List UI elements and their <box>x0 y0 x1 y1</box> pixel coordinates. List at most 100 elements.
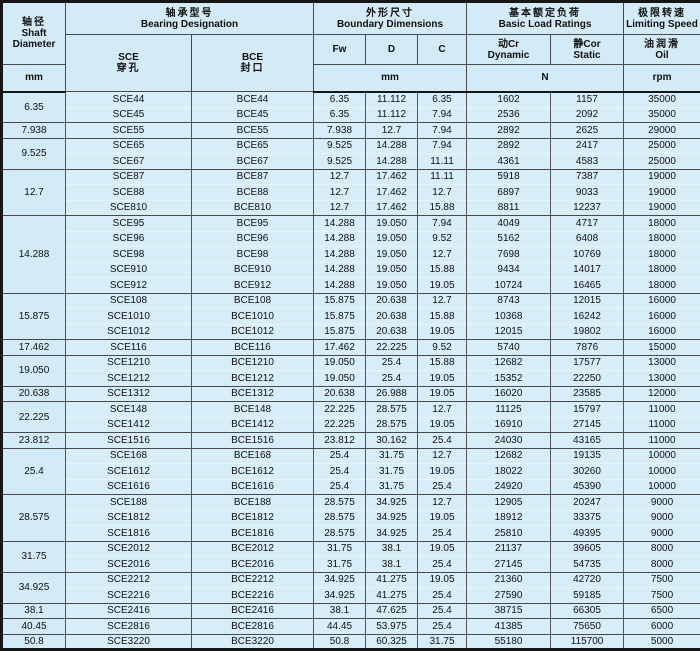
sce-cell: SCE1312 <box>65 385 192 402</box>
limiting-speed-label-zh: 极限转速 <box>638 7 687 19</box>
speed-cell: 11000 <box>623 416 700 433</box>
speed-cell: 18000 <box>623 230 700 247</box>
speed-cell: 16000 <box>623 292 700 309</box>
sce-cell: SCE1816 <box>65 525 192 541</box>
static-load-cell: 66305 <box>550 602 625 619</box>
table-row: 25.4 SCE168 BCE168 25.4 31.75 12.7 12682 19135 1… <box>1 447 700 495</box>
table-row: SCE1212 BCE1212 19.050 25.4 19.05 15352 22250 1… <box>2 370 700 386</box>
dynamic-load-cell: 18022 <box>466 463 552 479</box>
sce-cell: SCE2416 <box>65 602 192 619</box>
c-cell: 12.7 <box>416 401 468 417</box>
fw-cell: 14.288 <box>313 246 366 262</box>
table-row: 15.875 SCE108 BCE108 15.875 20.638 12.7 8743 12… <box>1 292 700 340</box>
header-bearing-designation: 轴承型号 Bearing Designation <box>65 1 314 35</box>
bce-cell: BCE95 <box>191 215 314 231</box>
speed-cell: 19000 <box>623 184 700 200</box>
table-row: 50.8 SCE3220 BCE3220 50.8 60.325 31.75 55180 11… <box>1 633 700 650</box>
speed-cell: 13000 <box>623 370 700 386</box>
bce-cell: BCE108 <box>191 292 314 309</box>
table-row: 9.525 SCE65 BCE65 9.525 14.288 7.94 2892 2417 25… <box>1 137 700 169</box>
dynamic-load-cell: 1602 <box>466 91 552 107</box>
fw-cell: 12.7 <box>313 184 366 200</box>
dynamic-load-cell: 12682 <box>466 354 552 371</box>
c-cell: 7.94 <box>416 215 468 231</box>
d-cell: 34.925 <box>365 494 418 510</box>
c-cell: 11.11 <box>416 168 468 185</box>
static-load-cell: 16465 <box>550 277 625 293</box>
bce-cell: BCE1816 <box>191 525 314 541</box>
c-cell: 19.05 <box>416 571 468 588</box>
header-c-column: C <box>416 34 468 65</box>
fw-cell: 6.35 <box>313 91 366 107</box>
speed-cell: 19000 <box>623 199 700 216</box>
bce-cell: BCE3220 <box>191 633 314 650</box>
dynamic-label-zh: 动Cr <box>497 38 520 50</box>
d-cell: 19.050 <box>365 230 418 247</box>
sce-cell: SCE910 <box>65 261 192 278</box>
c-cell: 19.05 <box>416 540 468 557</box>
bce-cell: BCE810 <box>191 199 314 216</box>
table-body: 6.35 SCE44 BCE44 6.35 11.112 6.35 1602 1157 3500… <box>1 91 700 650</box>
table-row: 6.35 SCE44 BCE44 6.35 11.112 6.35 1602 1157 3500… <box>1 91 700 123</box>
sce-cell: SCE95 <box>65 215 192 231</box>
c-cell: 12.7 <box>416 494 468 510</box>
sce-cell: SCE148 <box>65 401 192 417</box>
sce-cell: SCE88 <box>65 184 192 200</box>
table-row: SCE910 BCE910 14.288 19.050 15.88 9434 14017 18… <box>2 261 700 278</box>
bce-cell: BCE912 <box>191 277 314 293</box>
bce-cell: BCE1212 <box>191 370 314 386</box>
shaft-diameter-cell: 17.462 <box>1 339 66 355</box>
static-load-cell: 20247 <box>550 494 625 510</box>
fw-cell: 22.225 <box>313 401 366 417</box>
header-limiting-speed: 极限转速 Limiting Speed <box>623 1 700 35</box>
bce-cell: BCE87 <box>191 168 314 185</box>
static-load-cell: 16242 <box>550 308 625 324</box>
sce-cell: SCE44 <box>65 91 192 107</box>
speed-cell: 10000 <box>623 447 700 464</box>
table-row: 19.050 SCE1210 BCE1210 19.050 25.4 15.88 12682… <box>1 354 700 386</box>
dynamic-load-cell: 41385 <box>466 618 552 634</box>
static-load-cell: 14017 <box>550 261 625 278</box>
oil-label-en: Oil <box>655 49 669 61</box>
bce-cell: BCE116 <box>191 339 314 355</box>
c-cell: 19.05 <box>416 370 468 386</box>
bce-cell: BCE148 <box>191 401 314 417</box>
table-row: 14.288 SCE95 BCE95 14.288 19.050 7.94 4049 4717… <box>1 215 700 293</box>
dynamic-label-en: Dynamic <box>487 49 530 61</box>
c-cell: 15.88 <box>416 308 468 324</box>
speed-cell: 11000 <box>623 401 700 417</box>
d-cell: 28.575 <box>365 401 418 417</box>
static-load-cell: 10769 <box>550 246 625 262</box>
sce-cell: SCE1812 <box>65 509 192 526</box>
bce-cell: BCE1012 <box>191 323 314 340</box>
dynamic-load-cell: 10368 <box>466 308 552 324</box>
table-row: 40.45 SCE2816 BCE2816 44.45 53.975 25.4 41385 7… <box>1 618 700 634</box>
sce-type-label: 穿孔 <box>116 63 141 74</box>
static-load-cell: 49395 <box>550 525 625 541</box>
c-cell: 15.88 <box>416 354 468 371</box>
static-load-cell: 2417 <box>550 137 625 154</box>
shaft-diameter-cell: 20.638 <box>1 385 66 402</box>
dynamic-load-cell: 8743 <box>466 292 552 309</box>
d-cell: 20.638 <box>365 323 418 340</box>
table-row: 34.925 SCE2212 BCE2212 34.925 41.275 19.05 213… <box>1 571 700 603</box>
dynamic-load-cell: 38715 <box>466 602 552 619</box>
d-cell: 17.462 <box>365 168 418 185</box>
fw-cell: 12.7 <box>313 199 366 216</box>
bce-cell: BCE67 <box>191 153 314 169</box>
static-load-cell: 45390 <box>550 478 625 495</box>
fw-cell: 28.575 <box>313 509 366 526</box>
dynamic-load-cell: 16020 <box>466 385 552 402</box>
speed-cell: 25000 <box>623 137 700 154</box>
c-cell: 12.7 <box>416 246 468 262</box>
c-cell: 25.4 <box>416 478 468 495</box>
table-row: 23.812 SCE1516 BCE1516 23.812 30.162 25.4 2403… <box>1 432 700 448</box>
static-load-cell: 1157 <box>550 91 625 107</box>
static-load-cell: 4583 <box>550 153 625 169</box>
d-cell: 17.462 <box>365 199 418 216</box>
d-cell: 12.7 <box>365 122 418 138</box>
shaft-diameter-cell: 19.050 <box>1 354 66 386</box>
c-cell: 25.4 <box>416 556 468 572</box>
fw-cell: 38.1 <box>313 602 366 619</box>
dynamic-load-cell: 8811 <box>466 199 552 216</box>
